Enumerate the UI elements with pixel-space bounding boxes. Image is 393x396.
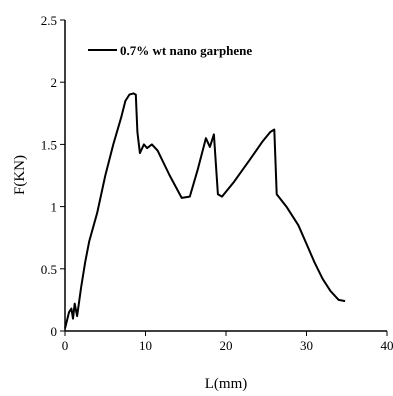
- x-tick-label: 20: [220, 338, 233, 353]
- y-axis-title: F(KN): [12, 155, 28, 195]
- legend-label: 0.7% wt nano garphene: [120, 43, 252, 58]
- plot-area: [64, 92, 346, 329]
- y-tick-label: 2.5: [41, 13, 57, 28]
- y-tick-label: 0.5: [41, 262, 57, 277]
- legend: 0.7% wt nano garphene: [88, 43, 252, 58]
- x-tick-label: 10: [139, 338, 152, 353]
- y-tick-label: 1.5: [41, 137, 57, 152]
- x-tick-label: 40: [381, 338, 393, 353]
- x-axis-title: L(mm): [205, 376, 248, 392]
- axes: [64, 20, 387, 332]
- x-tick-label: 0: [62, 338, 69, 353]
- y-tick-label: 0: [51, 324, 58, 339]
- y-tick-label: 2: [51, 75, 58, 90]
- x-tick-label: 30: [300, 338, 313, 353]
- y-tick-label: 1: [51, 200, 58, 215]
- series-line: [64, 92, 346, 329]
- ticks: 0 10 20 30 40 0 0.5 1 1.5 2 2.5: [41, 13, 393, 353]
